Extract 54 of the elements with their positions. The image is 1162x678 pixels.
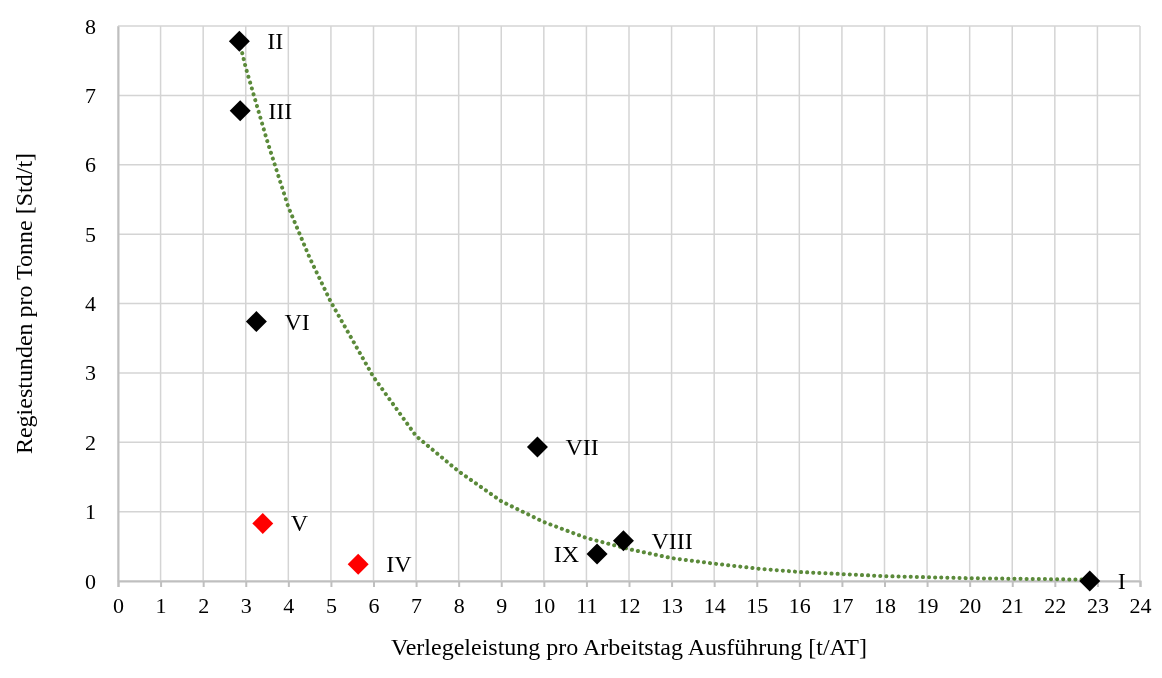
point [1079, 570, 1101, 592]
y-tick-label: 8 [85, 13, 96, 39]
point [228, 30, 250, 52]
x-axis-title: Verlegeleistung pro Arbeitstag Ausführung [t/AT] [391, 634, 867, 660]
point [586, 543, 608, 565]
x-tick-label: 20 [959, 592, 982, 618]
point [252, 512, 274, 534]
point [526, 436, 548, 458]
point [612, 530, 634, 552]
y-tick-label: 1 [85, 499, 96, 525]
y-tick-label: 7 [85, 82, 96, 108]
y-tick-label: 5 [85, 221, 96, 247]
y-tick-label: 4 [85, 291, 96, 317]
point [245, 311, 267, 333]
annotation: IX [553, 540, 580, 567]
x-tick-label: 1 [155, 592, 167, 618]
x-tick-label: 12 [618, 592, 641, 618]
x-tick-label: 6 [368, 592, 380, 618]
annotation: I [1117, 568, 1126, 594]
x-tick-label: 15 [746, 592, 769, 618]
x-tick-label: 14 [703, 592, 726, 618]
point [347, 553, 369, 575]
x-tick-label: 2 [198, 592, 210, 618]
annotation: VII [565, 434, 599, 461]
x-tick-label: 0 [113, 592, 124, 618]
annotation: V [290, 510, 309, 537]
x-tick-label: 19 [916, 592, 939, 618]
annotation: III [268, 97, 293, 124]
y-tick-label: 0 [85, 568, 96, 594]
x-tick-label: 11 [576, 592, 598, 618]
x-tick-label: 23 [1086, 592, 1109, 618]
y-tick-label: 6 [85, 152, 96, 178]
annotation: VIII [651, 527, 693, 554]
x-tick-label: 3 [240, 592, 252, 618]
x-tick-label: 8 [453, 592, 465, 618]
x-tick-label: 21 [1001, 592, 1024, 618]
x-tick-label: 10 [533, 592, 556, 618]
x-tick-label: 7 [411, 592, 423, 618]
y-tick-label: 3 [85, 360, 96, 386]
annotation: IV [386, 551, 413, 578]
point [229, 100, 251, 122]
y-tick-label: 2 [85, 429, 96, 455]
x-tick-label: 4 [283, 592, 295, 618]
annotation: VI [284, 308, 310, 335]
x-tick-label: 17 [831, 592, 854, 618]
y-axis-title: Regiestunden pro Tonne [Std/t] [11, 152, 37, 455]
x-tick-label: 9 [496, 592, 508, 618]
x-tick-label: 13 [661, 592, 684, 618]
x-tick-label: 24 [1129, 592, 1152, 618]
x-tick-label: 16 [788, 592, 811, 618]
x-tick-label: 5 [325, 592, 337, 618]
x-tick-label: 18 [874, 592, 896, 618]
x-tick-label: 22 [1044, 592, 1067, 618]
annotation: II [267, 28, 284, 55]
